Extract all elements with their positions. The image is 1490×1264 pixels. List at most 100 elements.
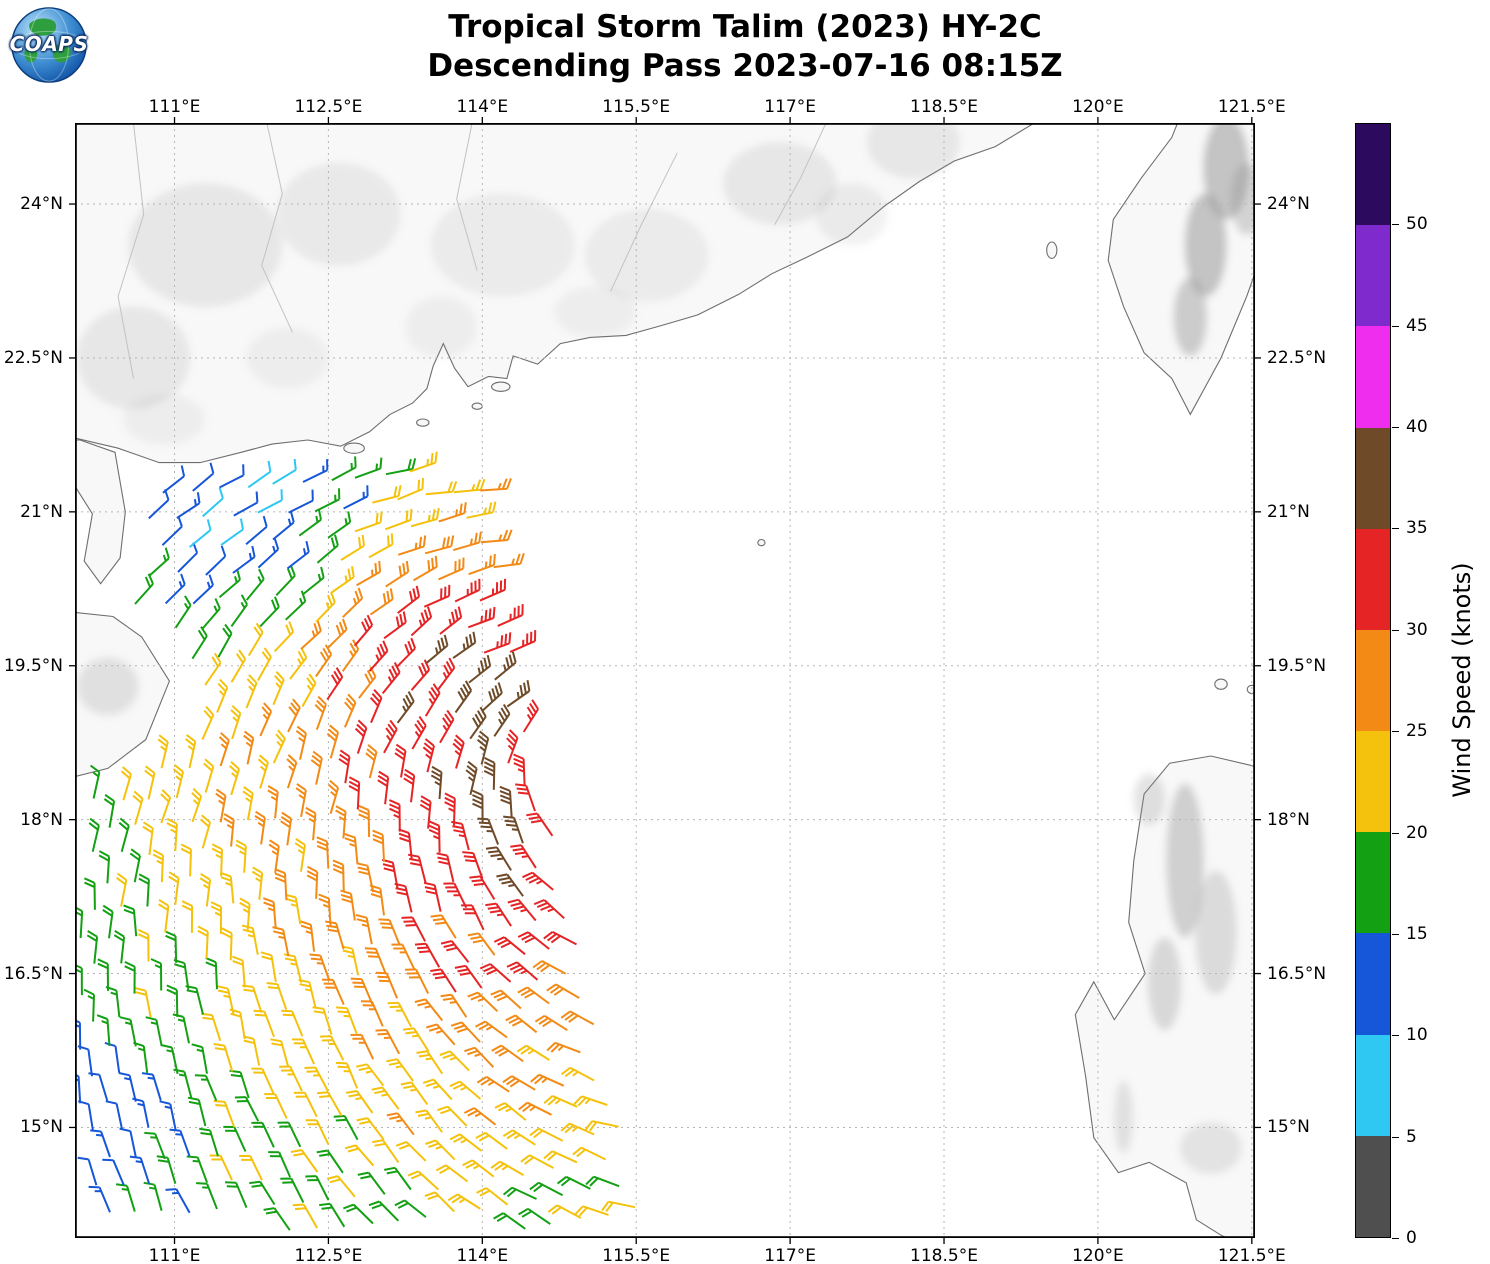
wind-barb: [454, 964, 483, 989]
province-border: [261, 123, 293, 333]
wind-barb: [288, 489, 314, 514]
wind-barb: [274, 868, 288, 901]
wind-barb: [280, 811, 293, 846]
wind-barb: [464, 1046, 495, 1068]
wind-barb: [314, 488, 341, 513]
terrain-patch: [1185, 193, 1227, 297]
island: [491, 381, 511, 392]
wind-barb: [286, 754, 298, 789]
lat-tick-label-right: 15°N: [1267, 1117, 1310, 1138]
colorbar-tick-label: 25: [1406, 721, 1428, 742]
wind-barb: [490, 989, 522, 1010]
wind-barb: [199, 873, 212, 907]
terrain-patch: [1180, 1122, 1242, 1174]
wind-barb: [372, 829, 385, 862]
wind-barb: [225, 1181, 248, 1208]
wind-barb: [388, 799, 401, 832]
wind-barb: [494, 651, 517, 681]
wind-barb: [335, 1061, 359, 1089]
colorbar-tick-mark: [1392, 933, 1399, 935]
wind-barb: [148, 547, 170, 578]
colorbar-tick-mark: [1392, 325, 1399, 327]
wind-barb: [332, 859, 345, 892]
wind-barb: [450, 1021, 481, 1043]
wind-barb: [280, 1177, 305, 1204]
lon-tick-label-bottom: 118.5°E: [910, 1246, 978, 1264]
wind-barb: [217, 985, 235, 1016]
wind-barb: [440, 940, 470, 963]
wind-barb: [419, 795, 432, 829]
colorbar-tick-label: 40: [1406, 417, 1428, 438]
wind-barb: [410, 659, 431, 691]
wind-barb: [312, 1006, 333, 1035]
wind-barb: [284, 893, 302, 925]
wind-barb: [301, 566, 325, 596]
plot-border: [74, 122, 1255, 1238]
wind-barb: [403, 768, 416, 803]
wind-barb: [543, 1150, 578, 1164]
lat-tick-label-left: 18°N: [20, 809, 63, 830]
wind-barb: [216, 678, 229, 713]
lat-tick-label-left: 22.5°N: [3, 347, 63, 368]
wind-barb: [213, 1100, 236, 1128]
wind-barb: [430, 968, 457, 993]
province-border: [774, 123, 827, 225]
colorbar-tick-label: 0: [1406, 1228, 1417, 1248]
terrain-patch: [1133, 773, 1165, 825]
wind-barb: [493, 703, 511, 737]
wind-barb: [213, 1043, 234, 1072]
wind-barb: [268, 1151, 292, 1178]
wind-barb: [304, 806, 317, 841]
wind-barb: [467, 932, 496, 956]
wind-barb: [426, 634, 449, 664]
colorbar-tick-label: 30: [1406, 619, 1428, 640]
wind-barb: [518, 1207, 551, 1225]
wind-barb: [295, 783, 307, 817]
wind-barb: [245, 674, 258, 709]
wind-barb: [520, 1154, 554, 1169]
wind-barb: [281, 1009, 304, 1037]
wind-barb: [310, 750, 323, 785]
wind-barb: [266, 982, 288, 1011]
wind-barb: [369, 689, 383, 724]
wind-barb: [409, 451, 438, 473]
wind-barb: [483, 757, 496, 790]
wind-barb: [289, 647, 308, 680]
wind-barb: [159, 1100, 177, 1131]
wind-barb: [422, 738, 435, 773]
wind-barb: [221, 927, 233, 961]
wind-barb: [425, 1139, 456, 1161]
wind-barb: [305, 1119, 330, 1145]
wind-barb: [369, 884, 385, 916]
wind-barb: [426, 1023, 456, 1046]
wind-barb: [257, 647, 272, 681]
wind-barb: [150, 958, 163, 991]
wind-barb: [377, 770, 390, 805]
lat-tick-label-left: 15°N: [20, 1117, 63, 1138]
wind-barb: [118, 1072, 137, 1102]
lon-tick-label-top: 120°E: [1072, 97, 1124, 117]
terrain-patch: [431, 193, 575, 297]
wind-barb: [439, 709, 455, 744]
wind-barb: [529, 1127, 564, 1142]
wind-barb: [268, 839, 280, 874]
wind-barb: [83, 877, 96, 910]
wind-barb: [199, 1127, 219, 1157]
colorbar-tick-mark: [1392, 427, 1399, 429]
wind-barb: [257, 538, 280, 569]
wind-barb: [298, 508, 322, 537]
wind-barb: [157, 734, 169, 769]
wind-barb: [410, 606, 433, 637]
wind-barb: [343, 1203, 374, 1225]
wind-barb: [493, 936, 526, 956]
wind-barb: [119, 1016, 137, 1047]
wind-barb: [560, 1010, 595, 1026]
wind-barb: [277, 1121, 302, 1148]
lat-tick-label-left: 19.5°N: [3, 655, 63, 676]
wind-barb: [251, 866, 264, 900]
wind-barb: [468, 554, 496, 576]
wind-barb: [356, 1117, 385, 1141]
wind-barb: [245, 515, 268, 545]
wind-barb: [229, 761, 241, 796]
wind-barb: [454, 680, 473, 714]
